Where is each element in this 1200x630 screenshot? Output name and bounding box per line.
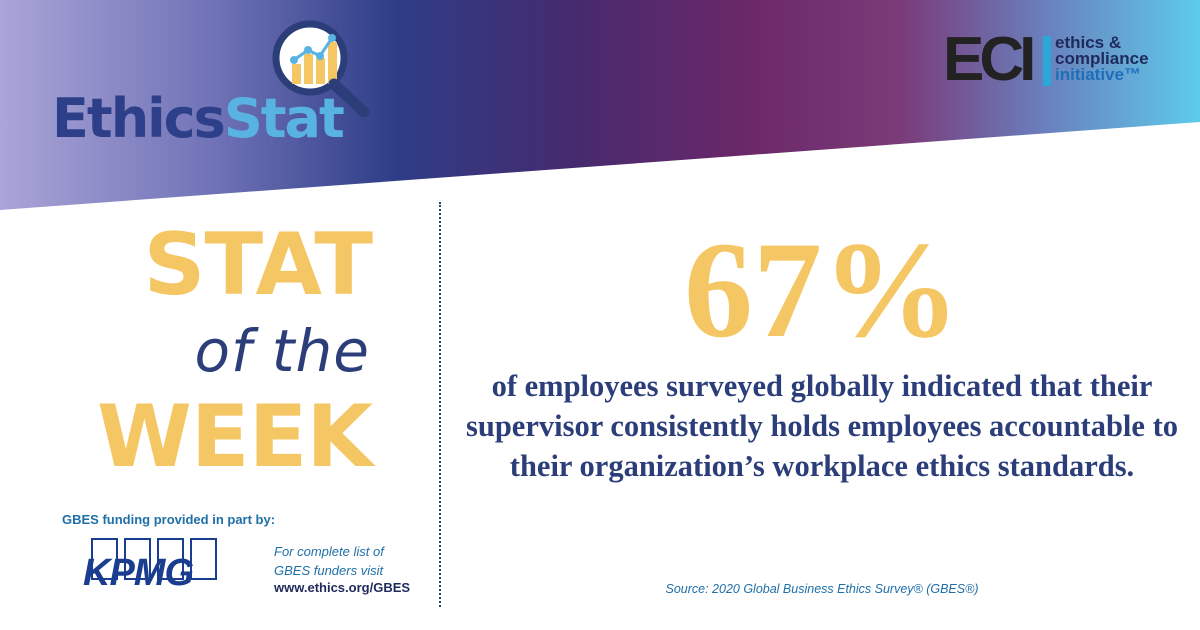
magnifier-chart-icon (272, 20, 370, 118)
eci-line-3: initiative™ (1055, 65, 1141, 84)
kpmg-wordmark: KPMG (83, 552, 194, 594)
kpmg-box-2 (124, 538, 151, 580)
funders-note: For complete list of GBES funders visit (274, 542, 384, 580)
heading-of-the: of the (194, 317, 370, 385)
eci-logo: ECI ethics & compliance initiative™ (943, 25, 1173, 94)
funders-note-line-1: For complete list of (274, 544, 384, 559)
stat-value: 67% (684, 213, 960, 366)
kpmg-box-3 (157, 538, 184, 580)
funders-note-line-2: GBES funders visit (274, 563, 384, 578)
funding-label: GBES funding provided in part by: (62, 512, 276, 527)
eci-accent-bar (1043, 36, 1051, 86)
stat-description: of employees surveyed globally indicated… (466, 369, 1178, 483)
logo-stat: Stat (223, 87, 345, 150)
ethicsstat-logo: EthicsStat (52, 18, 382, 158)
ethicsstat-wordmark: EthicsStat (52, 92, 345, 146)
logo-ethics: Ethics (52, 87, 226, 150)
eci-mark: ECI (943, 25, 1036, 94)
heading-stat: STAT (143, 215, 373, 315)
kpmg-logo: KPMG (83, 538, 225, 598)
stat-source: Source: 2020 Global Business Ethics Surv… (665, 582, 979, 596)
funders-link[interactable]: www.ethics.org/GBES (274, 580, 411, 595)
kpmg-box-1 (91, 538, 118, 580)
heading-week: WEEK (97, 387, 373, 487)
kpmg-box-4 (190, 538, 217, 580)
dotted-divider (439, 202, 441, 607)
eci-line-2: compliance (1055, 49, 1149, 68)
eci-line-1: ethics & (1055, 33, 1122, 52)
eci-text: ethics & compliance initiative™ (1055, 33, 1149, 84)
stat-of-the-week-heading: STAT of the WEEK (62, 215, 373, 492)
